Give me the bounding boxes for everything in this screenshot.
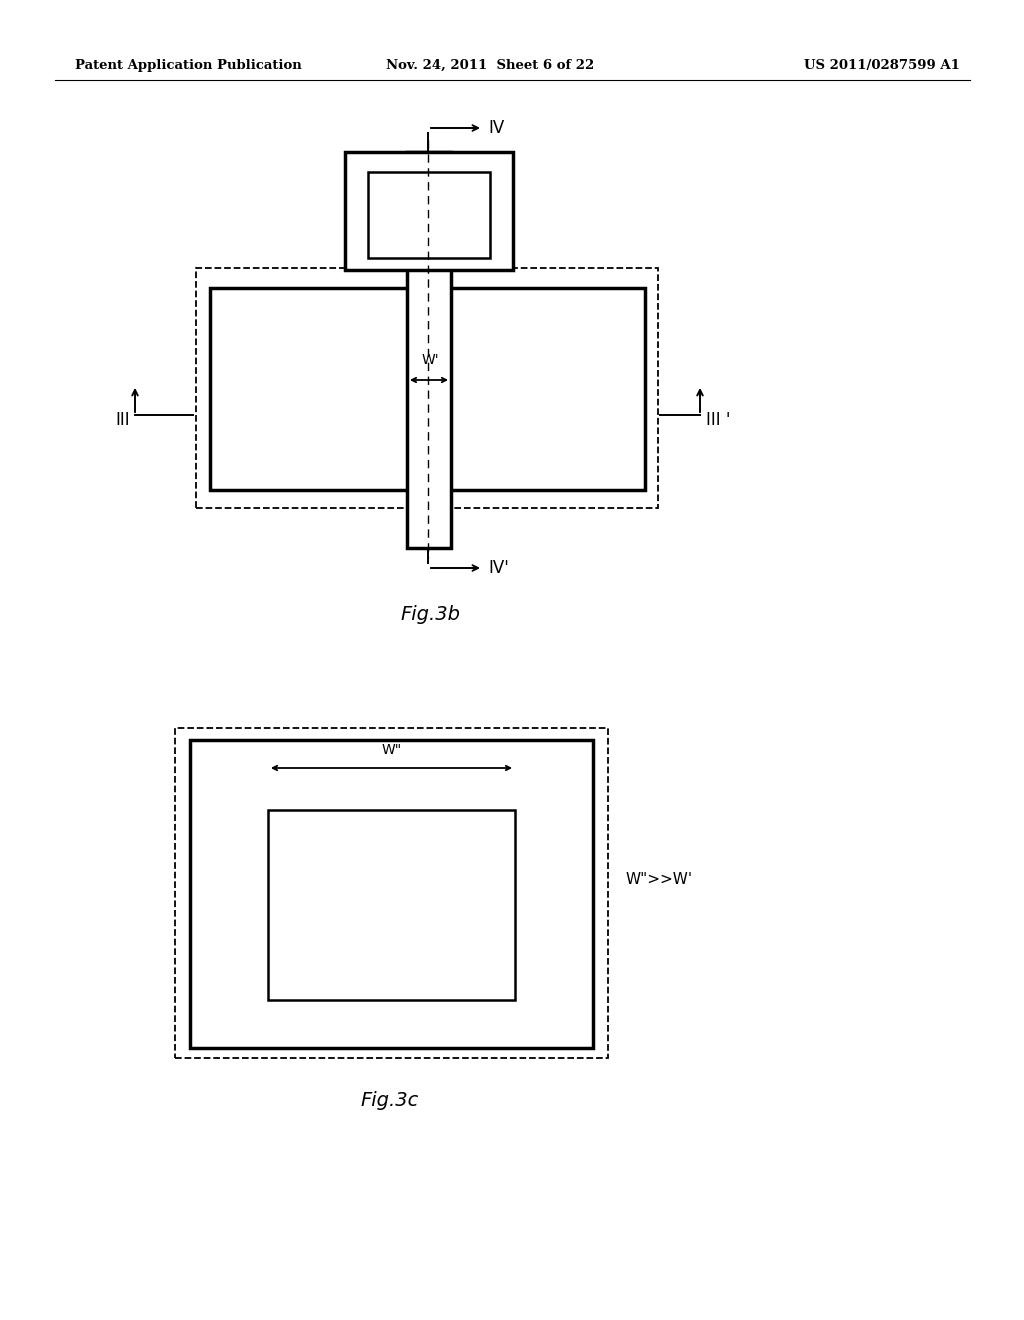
Bar	[190, 741, 593, 1048]
Text: Nov. 24, 2011  Sheet 6 of 22: Nov. 24, 2011 Sheet 6 of 22	[386, 58, 594, 71]
Text: Patent Application Publication: Patent Application Publication	[75, 58, 302, 71]
Text: III: III	[115, 411, 130, 429]
Text: W": W"	[381, 743, 401, 756]
Text: W">>W': W">>W'	[625, 873, 692, 887]
Text: W': W'	[421, 352, 439, 367]
Bar	[268, 810, 515, 1001]
Bar	[175, 729, 608, 1059]
Bar	[196, 268, 658, 508]
Text: IV: IV	[488, 119, 504, 137]
Bar	[345, 152, 513, 271]
Text: US 2011/0287599 A1: US 2011/0287599 A1	[804, 58, 961, 71]
Text: IV': IV'	[488, 558, 509, 577]
Bar	[407, 152, 451, 548]
Bar	[368, 172, 490, 257]
Bar	[408, 288, 645, 490]
Text: Fig.3c: Fig.3c	[360, 1090, 419, 1110]
Bar	[210, 288, 450, 490]
Text: III ': III '	[706, 411, 730, 429]
Text: Fig.3b: Fig.3b	[400, 606, 460, 624]
